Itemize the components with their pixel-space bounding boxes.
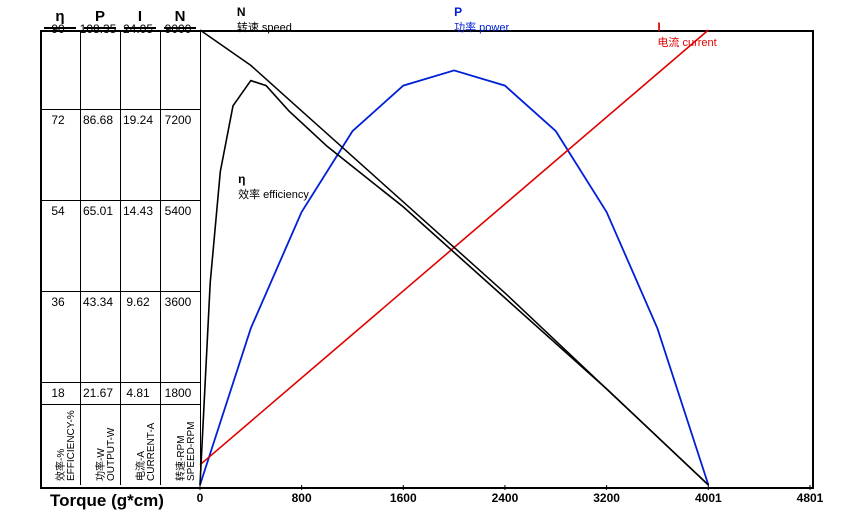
x-tick-label: 2400 [485, 491, 525, 505]
curve-label-speed: N [237, 5, 246, 19]
curve-label-current: I [657, 20, 660, 34]
x-tick-label: 3200 [587, 491, 627, 505]
curve-sublabel-current: 电流 current [657, 34, 716, 50]
curve-speed [200, 30, 708, 485]
curve-sublabel-speed: 转速 speed [237, 19, 292, 35]
curve-efficiency [200, 81, 708, 485]
chart-container: ηPIN90108.3524.0590007286.6819.247200546… [0, 0, 860, 532]
x-tick-label: 1600 [383, 491, 423, 505]
plot-svg [0, 0, 860, 532]
x-tick-label: 800 [282, 491, 322, 505]
x-tick-label: 4801 [790, 491, 830, 505]
curve-sublabel-efficiency: 效率 efficiency [238, 186, 309, 202]
x-axis-title: Torque (g*cm) [50, 491, 164, 511]
x-tick-label: 0 [180, 491, 220, 505]
curve-label-power: P [454, 5, 462, 19]
curve-sublabel-power: 功率 power [454, 19, 509, 35]
curve-power [200, 70, 708, 485]
x-tick-label: 4001 [688, 491, 728, 505]
curve-label-efficiency: η [238, 172, 245, 186]
